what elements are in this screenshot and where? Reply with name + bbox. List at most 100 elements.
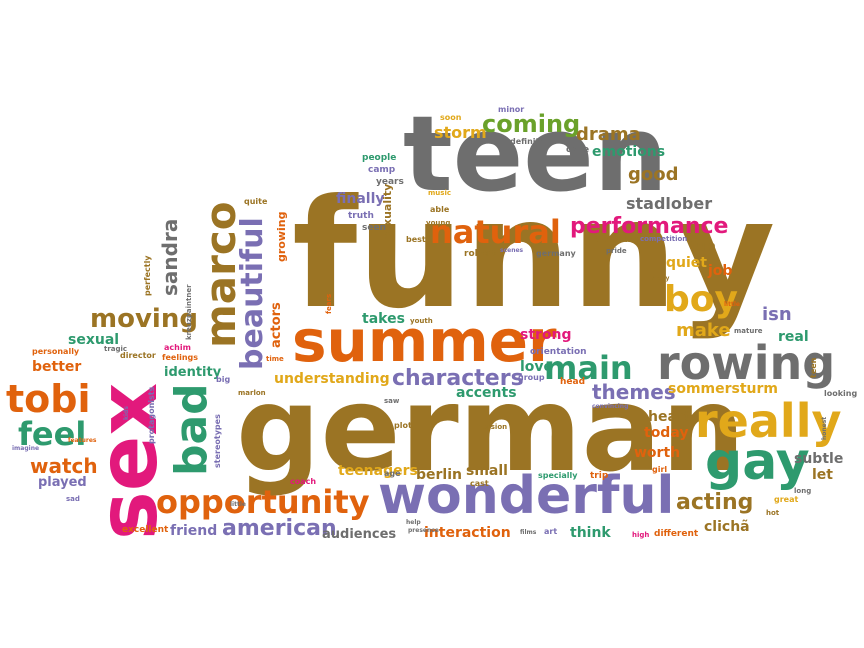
- word-understanding: understanding: [274, 371, 390, 387]
- word-performance: performance: [570, 214, 729, 239]
- word-really: really: [695, 394, 842, 448]
- word-marlon: marlon: [238, 389, 266, 397]
- word-german: german: [236, 360, 746, 498]
- word-finally: finally: [336, 191, 385, 207]
- word-age: age: [384, 469, 401, 478]
- word-let: let: [812, 467, 833, 483]
- word-sad: sad: [66, 495, 80, 503]
- word-perfectly: perfectly: [143, 255, 152, 296]
- word-wonderful: wonderful: [378, 466, 675, 526]
- word-good: good: [628, 164, 679, 185]
- word-girl: girl: [652, 465, 668, 474]
- word-heart: heart: [648, 409, 691, 425]
- word-kreuzpaintner: kreuzpaintner: [185, 284, 193, 340]
- word-american: american: [222, 516, 337, 541]
- word-summer: summer: [292, 307, 557, 375]
- word-bad: bad: [166, 383, 217, 476]
- word-love: love: [520, 359, 554, 375]
- word-story: story: [652, 275, 670, 282]
- word-feelings: feelings: [162, 353, 198, 362]
- word-berlin: berlin: [416, 467, 462, 483]
- word-plot: plot: [394, 421, 412, 430]
- word-trip: trip: [590, 471, 609, 481]
- word-sandra: sandra: [158, 218, 182, 296]
- word-quiet: quiet: [666, 255, 707, 271]
- word-growing: growing: [275, 211, 288, 263]
- word-teen: teen: [403, 93, 668, 215]
- word-germany: germany: [536, 249, 576, 258]
- word-help: help: [406, 519, 421, 526]
- word-convincing: convincing: [592, 403, 629, 410]
- word-make: make: [676, 320, 731, 341]
- word-robert: robert: [464, 249, 496, 259]
- word-rowing: rowing: [657, 336, 836, 390]
- word-great: great: [774, 495, 799, 504]
- word-worth: worth: [634, 445, 681, 461]
- word-teen-small: teen: [809, 357, 818, 378]
- word-friend: friend: [170, 523, 218, 539]
- word-sexual: sexual: [68, 332, 120, 348]
- word-coach: coach: [290, 477, 317, 486]
- word-big: big: [216, 375, 231, 384]
- word-job: job: [708, 263, 733, 279]
- word-saw: saw: [384, 397, 400, 405]
- word-group: group: [518, 373, 545, 382]
- word-beautiful: beautiful: [235, 217, 270, 370]
- word-art: art: [544, 527, 558, 536]
- word-kids: kids: [123, 406, 130, 420]
- word-young: young: [426, 219, 451, 227]
- word-natural: natural: [430, 213, 561, 251]
- word-quite: quite: [244, 197, 268, 206]
- word-music: music: [428, 189, 451, 197]
- word-sommersturm: sommersturm: [668, 381, 779, 397]
- word-able: able: [430, 205, 450, 214]
- word-cast: cast: [470, 479, 489, 488]
- word-feel: feel: [18, 415, 87, 453]
- word-themes: themes: [592, 380, 676, 404]
- word-people: people: [362, 153, 397, 163]
- word-actors: actors: [269, 302, 284, 348]
- word-teenagers: teenagers: [338, 463, 418, 479]
- word-small: small: [466, 463, 508, 479]
- word-specially: specially: [538, 471, 578, 480]
- word-tobi: tobi: [6, 377, 91, 421]
- word-emotions: emotions: [592, 144, 666, 160]
- word-presence: presence: [408, 527, 439, 534]
- word-minor: minor: [498, 105, 525, 114]
- word-accents: accents: [456, 385, 517, 401]
- word-clicha: clichã: [704, 519, 750, 535]
- word-sexuality: sexuality: [381, 183, 394, 240]
- word-pride: pride: [606, 247, 627, 255]
- word-opportunity: opportunity: [156, 483, 370, 521]
- word-today: today: [644, 425, 689, 441]
- word-fun: fun: [690, 239, 717, 255]
- word-honest: honest: [821, 416, 828, 440]
- word-fears: fears: [325, 293, 333, 314]
- word-mature: mature: [734, 327, 763, 335]
- word-definitely: definitely: [510, 137, 553, 146]
- word-interaction: interaction: [424, 525, 511, 541]
- word-gay: gay: [705, 432, 810, 492]
- word-tragic: tragic: [104, 345, 128, 353]
- word-coming: coming: [482, 110, 581, 138]
- word-protagonists: protagonists: [147, 386, 156, 444]
- word-looking: looking: [824, 389, 858, 398]
- word-years: years: [376, 177, 404, 187]
- word-touching: touching: [596, 235, 641, 245]
- word-moving: moving: [90, 304, 198, 334]
- word-head: head: [560, 377, 586, 387]
- word-stadlober: stadlober: [626, 194, 713, 213]
- word-takes: takes: [362, 311, 405, 327]
- word-played: played: [38, 475, 87, 490]
- word-hot: hot: [766, 509, 780, 517]
- word-truth: truth: [348, 211, 374, 221]
- word-films: films: [520, 529, 537, 536]
- word-imagine: imagine: [12, 445, 40, 452]
- word-different: different: [654, 529, 699, 539]
- word-isn: isn: [762, 304, 792, 325]
- word-identity: identity: [164, 365, 222, 380]
- word-characters: characters: [392, 366, 524, 391]
- word-achim: achim: [164, 343, 191, 352]
- word-funny: funny: [292, 168, 776, 342]
